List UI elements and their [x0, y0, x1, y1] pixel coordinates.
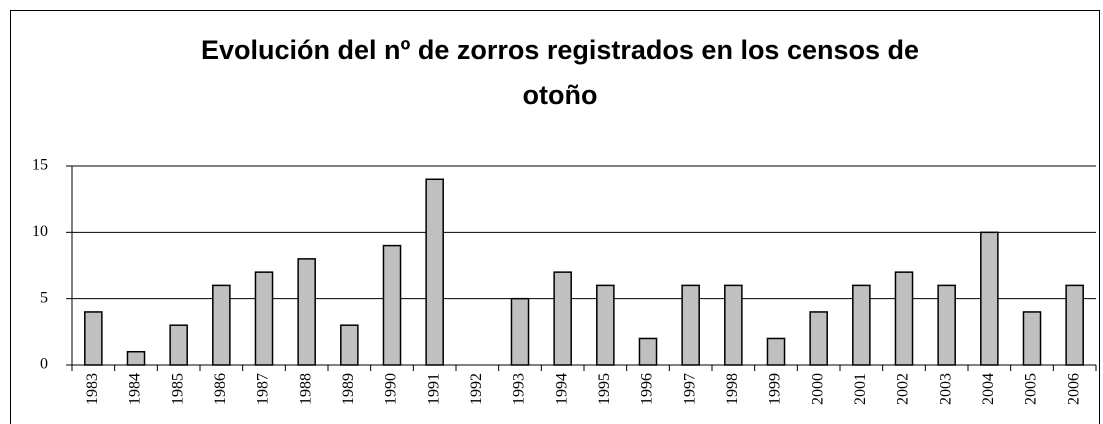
- bar: [297, 258, 316, 366]
- x-tick-label: 2002: [895, 373, 912, 405]
- bar: [724, 284, 743, 366]
- x-tick-label: 1986: [212, 373, 229, 405]
- x-tick-label: 1984: [127, 373, 144, 405]
- x-tick-label: 2003: [937, 373, 954, 405]
- x-tick-label: 1996: [639, 373, 656, 405]
- bar: [212, 284, 231, 366]
- x-tick-label: 1998: [724, 373, 741, 405]
- x-tick-label: 2001: [852, 373, 869, 405]
- x-tick-label: 1990: [383, 373, 400, 405]
- x-tick-label: 1994: [553, 373, 570, 405]
- bar: [1065, 284, 1084, 366]
- x-tick-label: 1999: [767, 373, 784, 405]
- bar: [809, 311, 828, 366]
- x-tick-label: 1993: [511, 373, 528, 405]
- y-tick-label: 15: [32, 157, 48, 174]
- bar: [937, 284, 956, 366]
- y-tick-label: 0: [40, 356, 48, 373]
- bar: [681, 284, 700, 366]
- x-tick-label: 1992: [468, 373, 485, 405]
- y-tick-label: 10: [32, 223, 48, 240]
- x-tick-label: 2006: [1065, 373, 1082, 405]
- y-tick-label: 5: [40, 289, 48, 306]
- x-tick-label: 2005: [1023, 373, 1040, 405]
- bar: [340, 324, 359, 366]
- bar: [84, 311, 103, 366]
- bar: [126, 350, 146, 366]
- bar: [169, 324, 188, 366]
- bar: [382, 244, 402, 366]
- bar: [766, 337, 786, 366]
- bar: [894, 271, 914, 366]
- x-tick-label: 1983: [84, 373, 101, 405]
- bar: [1022, 311, 1042, 366]
- bar: [638, 337, 658, 366]
- chart-title: Evolución del nº de zorros registrados e…: [201, 35, 919, 110]
- x-tick-label: 1988: [297, 373, 314, 405]
- x-tick-label: 2000: [809, 373, 826, 405]
- bar: [510, 297, 530, 366]
- bar: [852, 284, 871, 366]
- bar: [553, 271, 572, 366]
- x-tick-label: 1995: [596, 373, 613, 405]
- x-tick-label: 1991: [425, 373, 442, 405]
- x-tick-label: 1987: [255, 373, 272, 405]
- x-tick-label: 2004: [980, 373, 997, 405]
- bar: [425, 178, 444, 366]
- x-tick-label: 1997: [681, 373, 698, 405]
- bar: [254, 271, 274, 366]
- bar: [980, 231, 999, 366]
- bar: [596, 284, 615, 366]
- x-tick-label: 1989: [340, 373, 357, 405]
- x-tick-label: 1985: [169, 373, 186, 405]
